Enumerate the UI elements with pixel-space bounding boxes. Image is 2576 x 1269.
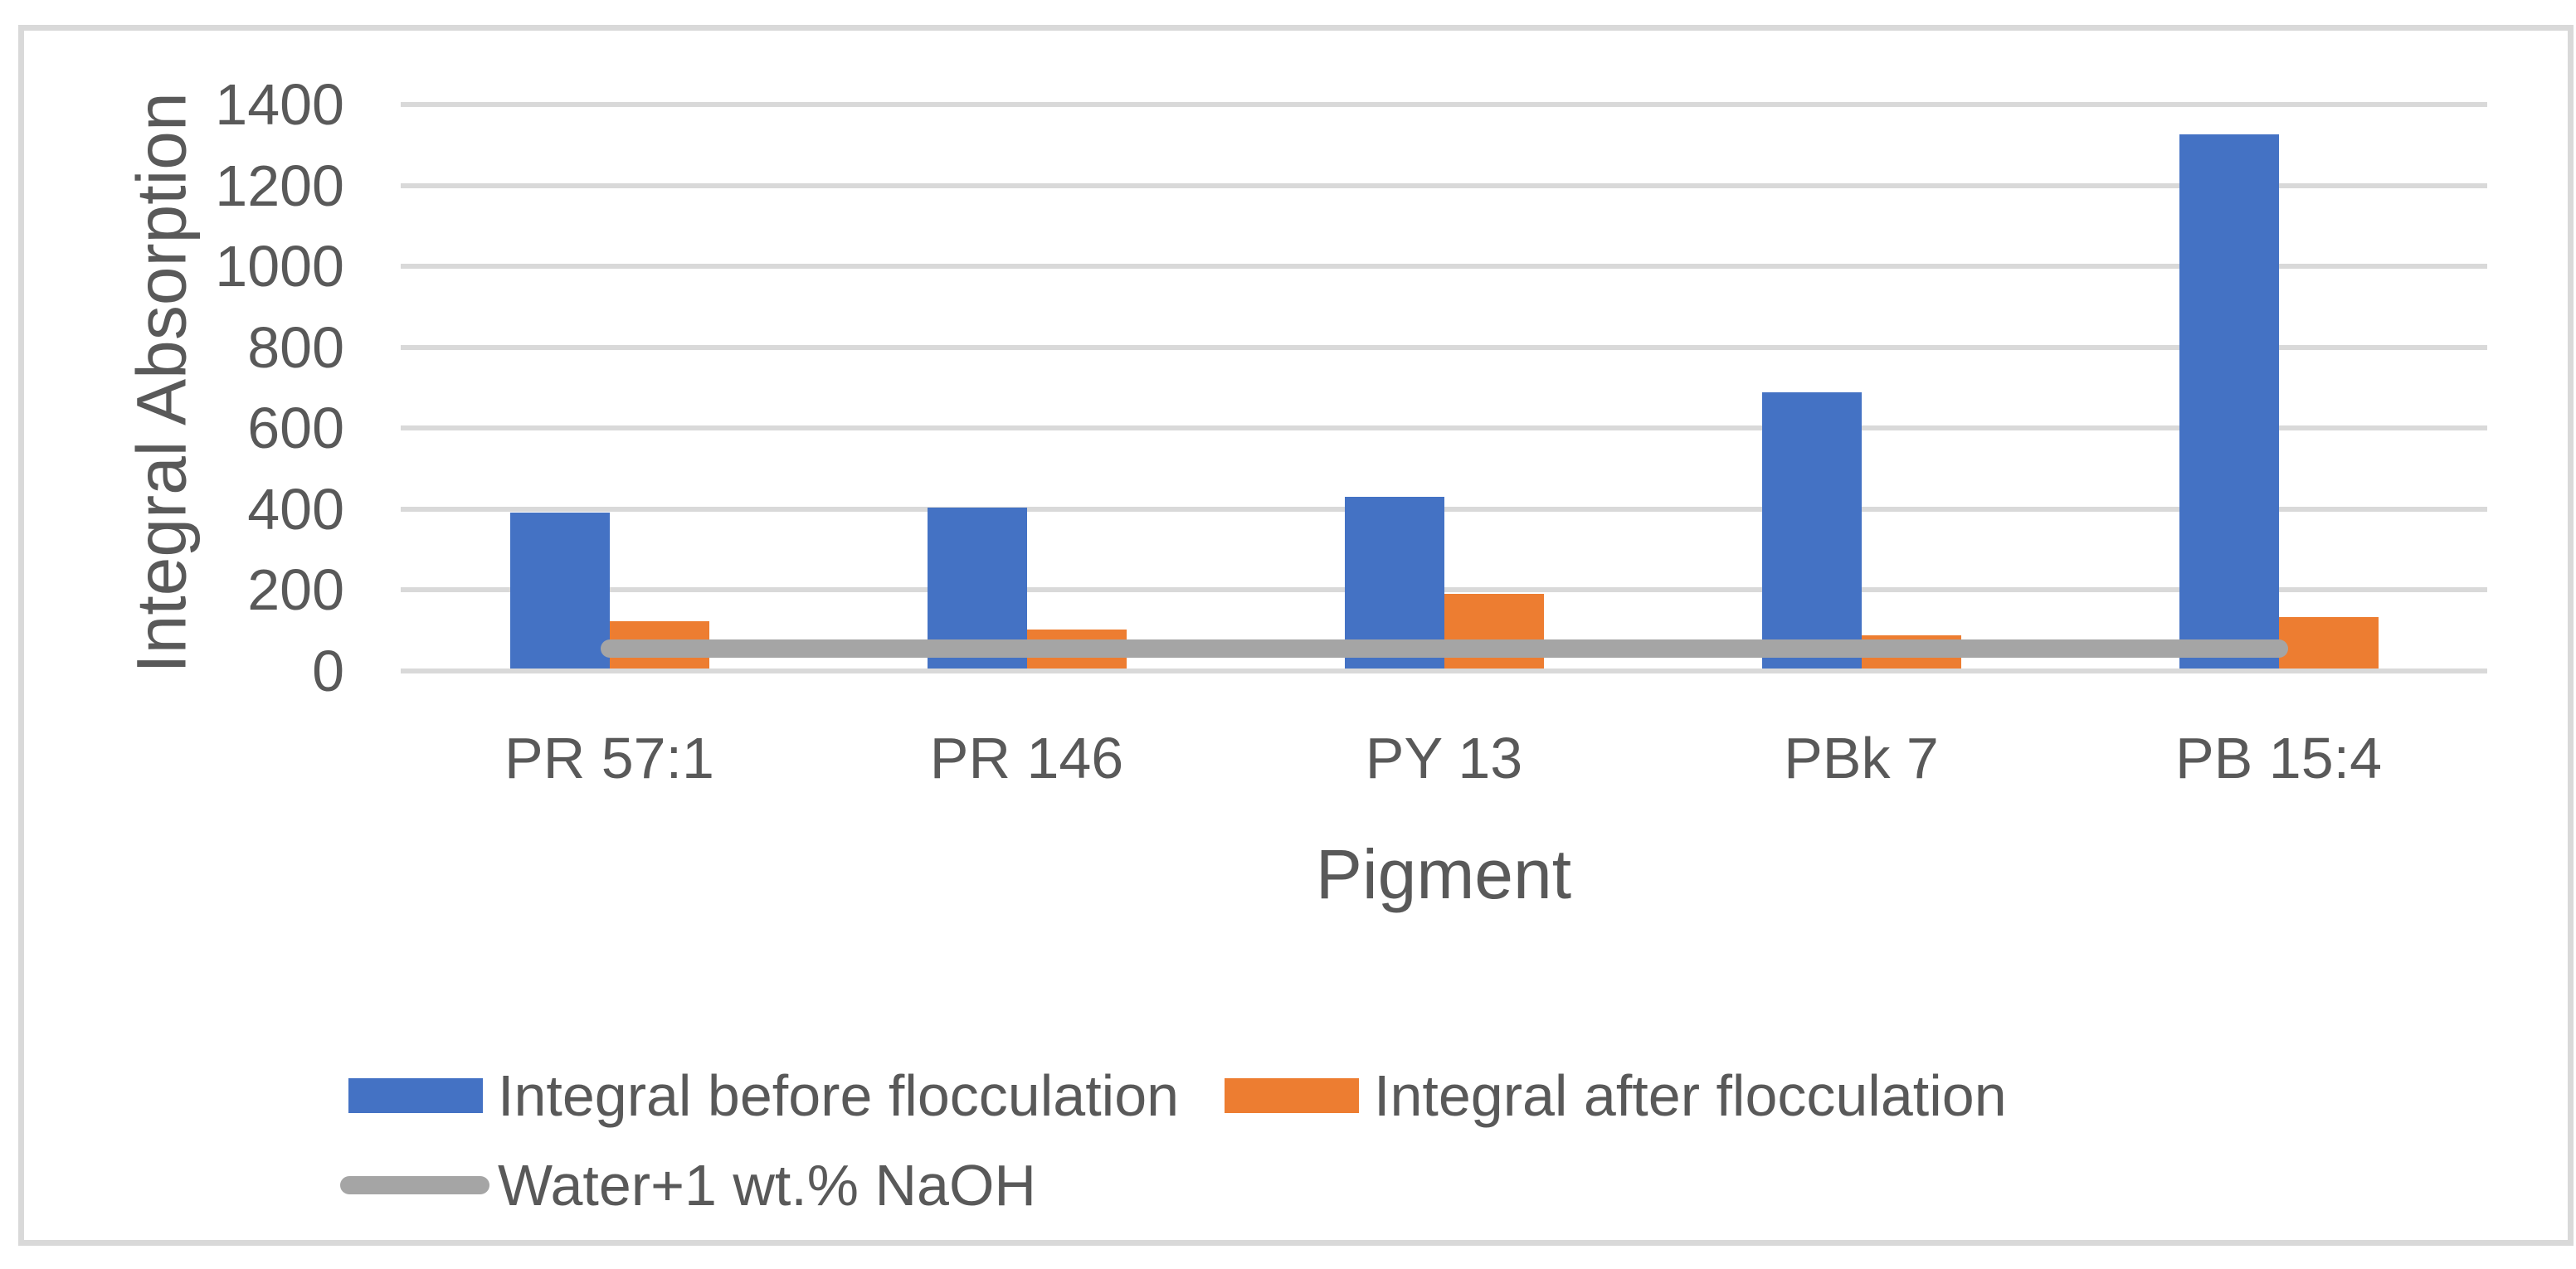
y-axis-tick-label: 200 bbox=[247, 557, 344, 623]
x-axis-tick-label: PY 13 bbox=[1365, 726, 1523, 790]
legend-label: Integral before flocculation bbox=[498, 1063, 1180, 1128]
x-axis-tick-label: PB 15:4 bbox=[2174, 726, 2383, 790]
legend-entry-after-flocculation: Integral after flocculation bbox=[1225, 1061, 2007, 1130]
legend-swatch-orange bbox=[1225, 1078, 1359, 1113]
y-axis-tick-label: 400 bbox=[247, 476, 344, 542]
line-series-naoh bbox=[600, 639, 2288, 658]
legend-entry-before-flocculation: Integral before flocculation bbox=[348, 1061, 1179, 1130]
gridline bbox=[401, 425, 2487, 431]
y-axis-tick-label: 0 bbox=[312, 639, 344, 703]
x-axis-tick-label: PBk 7 bbox=[1784, 726, 1939, 790]
y-axis-tick-label: 1400 bbox=[215, 72, 344, 137]
y-axis-tick-label: 1200 bbox=[215, 153, 344, 218]
x-axis-tick-label: PR 57:1 bbox=[504, 726, 714, 790]
gridline bbox=[401, 587, 2487, 593]
chart-frame bbox=[18, 25, 2574, 1246]
bar-before-PR 57:1 bbox=[509, 513, 610, 669]
x-axis-tick-label: PR 146 bbox=[929, 726, 1124, 790]
y-axis-tick-label: 800 bbox=[247, 314, 344, 380]
gridline bbox=[401, 344, 2487, 350]
gridline bbox=[401, 669, 2487, 673]
legend-label: Integral after flocculation bbox=[1374, 1063, 2007, 1128]
y-axis-tick-label: 1000 bbox=[215, 234, 344, 299]
legend-swatch-gray-line bbox=[340, 1176, 489, 1194]
gridline bbox=[401, 506, 2487, 512]
bar-after-PB 15:4 bbox=[2278, 616, 2379, 669]
y-axis-tick-label: 600 bbox=[247, 396, 344, 461]
bar-before-PBk 7 bbox=[1761, 392, 1862, 669]
gridline bbox=[401, 102, 2487, 107]
legend-label: Water+1 wt.% NaOH bbox=[498, 1153, 1036, 1218]
legend-entry-naoh-line: Water+1 wt.% NaOH bbox=[340, 1150, 1036, 1220]
legend-swatch-blue bbox=[348, 1078, 483, 1113]
gridline bbox=[401, 182, 2487, 188]
x-axis-title: Pigment bbox=[1315, 835, 1572, 913]
gridline bbox=[401, 264, 2487, 270]
bar-before-PB 15:4 bbox=[2179, 134, 2279, 669]
